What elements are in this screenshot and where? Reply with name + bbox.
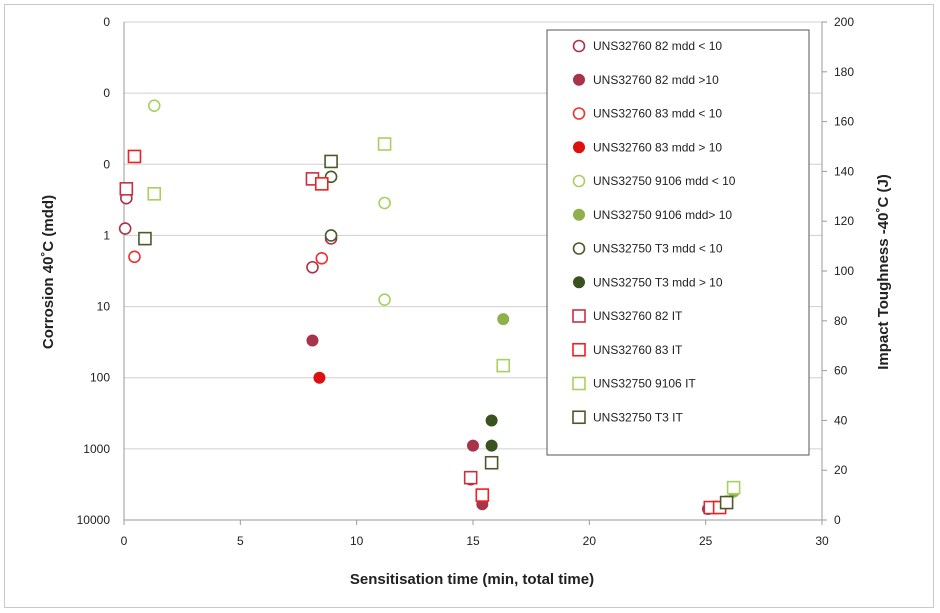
y-right-tick-label: 0 — [834, 513, 841, 527]
data-point — [127, 149, 142, 164]
y-right-tick-label: 200 — [834, 15, 854, 29]
y-right-tick-label: 140 — [834, 164, 854, 178]
data-point — [314, 177, 329, 191]
y-left-tick-label: 100 — [90, 371, 110, 385]
data-point — [485, 414, 498, 427]
data-point — [306, 260, 319, 274]
data-point — [377, 137, 392, 151]
x-tick-label: 5 — [237, 534, 244, 548]
legend-box — [546, 29, 810, 456]
y-left-tick-label: 0 — [103, 86, 110, 100]
data-point — [138, 231, 152, 246]
data-point — [475, 488, 490, 502]
legend-marker — [573, 276, 585, 289]
legend-label: UNS32760 82 IT — [593, 309, 683, 323]
data-point — [324, 229, 338, 242]
axes-layer: 0 0 0 1 10 100 1000 10000 0 5 10 15 20 25 30 0 20 40 60 80 1… — [77, 15, 855, 548]
y-left-tick-label: 10 — [97, 300, 111, 314]
legend: UNS32760 82 mdd < 10 UNS32760 82 mdd >10 U… — [546, 29, 810, 456]
legend-label: UNS32750 9106 IT — [593, 377, 696, 391]
data-point — [118, 222, 132, 235]
data-point — [378, 293, 391, 306]
legend-marker — [572, 242, 586, 255]
data-point — [497, 313, 510, 326]
y-right-tick-label: 120 — [834, 214, 854, 228]
legend-marker — [572, 342, 586, 357]
marks-layer — [118, 99, 741, 515]
data-point — [315, 252, 329, 265]
legend-label: UNS32760 83 mdd < 10 — [593, 107, 722, 121]
x-tick-label: 0 — [121, 534, 128, 548]
y-right-tick-label: 40 — [834, 413, 848, 427]
y-right-tick-label: 100 — [834, 264, 854, 278]
data-point — [378, 196, 391, 210]
y-right-tick-label: 160 — [834, 115, 854, 129]
y-left-tick-label: 0 — [103, 15, 110, 29]
legend-label: UNS32760 82 mdd >10 — [593, 73, 719, 87]
data-point — [306, 334, 319, 347]
x-tick-label: 10 — [350, 534, 364, 548]
legend-marker — [572, 309, 586, 323]
y-axis-right-title: Impact Toughness -40˚C (J) — [875, 174, 892, 370]
data-point — [719, 495, 734, 510]
legend-label: UNS32750 9106 mdd> 10 — [593, 208, 732, 222]
legend-label: UNS32750 T3 IT — [593, 410, 683, 424]
data-point — [726, 480, 741, 495]
legend-label: UNS32750 9106 mdd < 10 — [593, 174, 736, 188]
y-right-tick-label: 20 — [834, 463, 848, 477]
y-right-tick-label: 60 — [834, 364, 848, 378]
data-point — [119, 182, 134, 196]
y-right-tick-label: 80 — [834, 314, 848, 328]
legend-marker — [572, 107, 586, 120]
y-left-tick-label: 1000 — [83, 442, 110, 456]
data-point — [313, 371, 326, 384]
legend-marker — [572, 376, 586, 391]
legend-marker — [573, 141, 585, 154]
data-point — [496, 358, 511, 373]
data-point — [463, 470, 478, 485]
legend-label: UNS32760 83 IT — [593, 343, 683, 357]
legend-marker — [572, 410, 586, 425]
y-left-tick-label: 1 — [103, 228, 110, 242]
y-right-tick-label: 180 — [834, 65, 854, 79]
data-point — [485, 439, 498, 452]
legend-label: UNS32760 82 mdd < 10 — [593, 39, 722, 53]
legend-marker — [572, 174, 586, 188]
y-axis-left-title: Corrosion 40˚C (mdd) — [40, 195, 57, 349]
data-point — [147, 99, 161, 112]
data-point — [324, 154, 338, 169]
x-tick-label: 30 — [815, 534, 829, 548]
data-point — [484, 455, 499, 470]
data-point — [467, 439, 479, 452]
x-tick-label: 20 — [583, 534, 597, 548]
legend-label: UNS32750 T3 mdd < 10 — [593, 242, 723, 256]
y-left-tick-label: 10000 — [77, 513, 111, 527]
y-left-tick-label: 0 — [103, 157, 110, 171]
x-tick-label: 25 — [699, 534, 713, 548]
x-tick-label: 15 — [466, 534, 480, 548]
legend-marker — [573, 208, 585, 221]
legend-label: UNS32760 83 mdd > 10 — [593, 140, 722, 154]
legend-marker — [572, 39, 586, 53]
legend-label: UNS32750 T3 mdd > 10 — [593, 275, 723, 289]
data-point — [147, 187, 162, 201]
legend-marker — [573, 73, 585, 86]
x-axis-title: Sensitisation time (min, total time) — [350, 571, 594, 588]
data-point — [128, 250, 141, 264]
